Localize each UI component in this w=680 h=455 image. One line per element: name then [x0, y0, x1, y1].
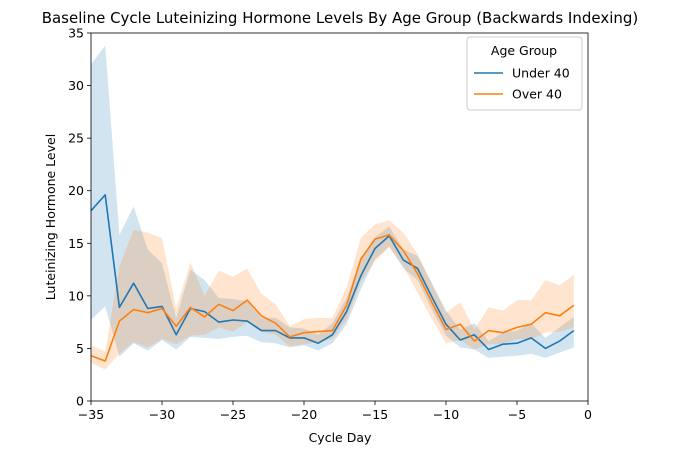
y-tick-label: 35: [68, 26, 84, 41]
legend-title: Age Group: [491, 43, 557, 58]
y-tick-label: 10: [68, 288, 84, 303]
y-tick-label: 20: [68, 183, 84, 198]
x-axis-ticks: −35 −30 −25 −20 −15 −10 −5 0: [78, 401, 592, 422]
y-tick-label: 15: [68, 236, 84, 251]
x-tick-label: −25: [220, 407, 246, 422]
y-tick-label: 0: [76, 394, 84, 409]
x-tick-label: −30: [149, 407, 175, 422]
series-lines: [90, 194, 575, 362]
legend: Age Group Under 40 Over 40: [466, 36, 583, 111]
x-axis-label: Cycle Day: [309, 430, 372, 445]
legend-box: [466, 36, 583, 111]
series-line-over-40: [90, 234, 575, 362]
chart-title: Baseline Cycle Luteinizing Hormone Level…: [42, 9, 639, 27]
series-line-under-40: [90, 194, 575, 351]
x-tick-label: 0: [584, 407, 592, 422]
legend-label: Over 40: [512, 87, 562, 102]
confidence-band-under-40: [91, 45, 574, 358]
legend-label: Under 40: [512, 66, 570, 81]
x-tick-label: −20: [291, 407, 317, 422]
x-tick-label: −5: [508, 407, 526, 422]
y-tick-label: 30: [68, 78, 84, 93]
y-axis-ticks: 0 5 10 15 20 25 30 35: [68, 26, 91, 409]
plot-frame: [90, 32, 589, 402]
y-tick-label: 25: [68, 131, 84, 146]
y-tick-label: 5: [76, 341, 84, 356]
legend-entries: Under 40 Over 40: [474, 66, 570, 102]
y-axis-label: Luteinizing Hormone Level: [43, 134, 58, 300]
x-tick-label: −15: [362, 407, 388, 422]
x-tick-label: −10: [433, 407, 459, 422]
x-tick-label: −35: [78, 407, 104, 422]
